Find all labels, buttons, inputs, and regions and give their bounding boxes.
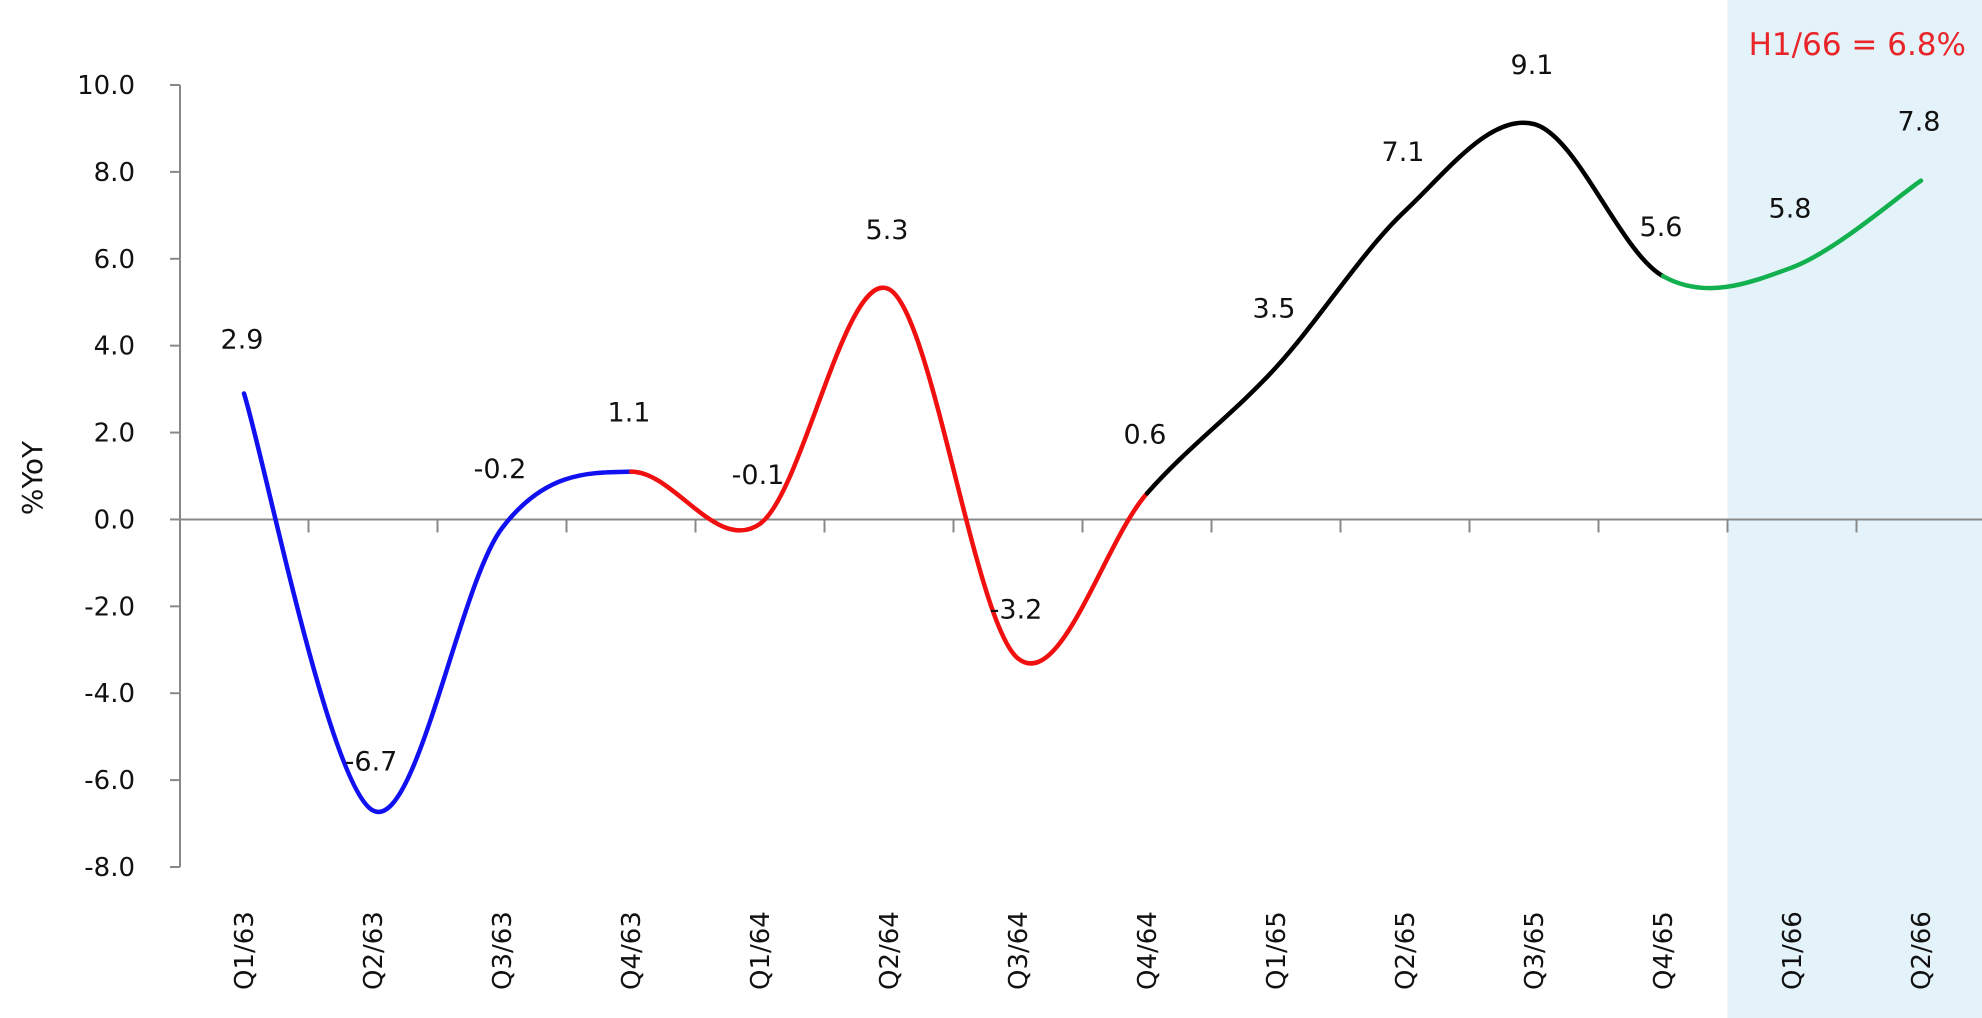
x-tick-label: Q1/66: [1778, 911, 1808, 990]
y-tick-label: -6.0: [84, 766, 135, 796]
x-tick-label: Q2/63: [359, 911, 389, 990]
series-line-segment: [1144, 120, 1666, 496]
data-label: -3.2: [990, 594, 1043, 625]
x-tick-label: Q2/65: [1391, 911, 1421, 990]
series-line-segment: [241, 391, 634, 815]
y-tick-label: -2.0: [84, 592, 135, 622]
series-line: [241, 120, 1924, 815]
data-label: 5.8: [1769, 193, 1812, 224]
data-label: 1.1: [608, 398, 651, 429]
x-tick-label: Q1/65: [1262, 911, 1292, 990]
data-label: -0.2: [474, 454, 527, 485]
x-tick-label: Q4/65: [1649, 911, 1679, 990]
x-axis-ticks: Q1/63 Q2/63 Q3/63 Q4/63 Q1/64 Q2/64 Q3/64 Q4/64…: [230, 519, 1937, 990]
x-tick-label: Q4/63: [617, 911, 647, 990]
y-tick-label: 6.0: [94, 245, 135, 275]
x-tick-label: Q3/65: [1520, 911, 1550, 990]
h1-annotation: H1/66 = 6.8%: [1749, 27, 1966, 63]
data-label: -0.1: [732, 460, 785, 491]
y-tick-label: 0.0: [94, 505, 135, 535]
y-tick-label: 2.0: [94, 419, 135, 449]
y-axis-title: %YoY: [16, 440, 49, 515]
x-tick-label: Q1/64: [746, 911, 776, 990]
y-tick-label: 10.0: [77, 71, 135, 101]
data-label: 5.3: [866, 215, 909, 246]
x-tick-label: Q4/64: [1133, 911, 1163, 990]
data-labels: 2.9 -6.7 -0.2 1.1 -0.1 5.3 -3.2 0.6 3.5 7.1 9.1 5.6…: [221, 50, 1941, 777]
data-label: 3.5: [1253, 293, 1296, 324]
y-tick-label: -8.0: [84, 853, 135, 883]
y-tick-label: -4.0: [84, 679, 135, 709]
data-label: 7.1: [1382, 137, 1425, 168]
data-label: 5.6: [1640, 212, 1683, 243]
x-tick-label: Q3/63: [488, 911, 518, 990]
series-line-segment: [628, 285, 1150, 666]
x-tick-label: Q2/64: [875, 911, 905, 990]
data-label: 0.6: [1124, 419, 1167, 450]
data-label: 2.9: [221, 324, 264, 355]
x-tick-label: Q3/64: [1004, 911, 1034, 990]
forecast-highlight-band: [1727, 0, 1982, 1018]
data-label: 9.1: [1511, 50, 1554, 81]
y-tick-label: 8.0: [94, 158, 135, 188]
data-label: 7.8: [1898, 107, 1941, 138]
series-line-segment: [1660, 178, 1924, 291]
y-axis-ticks: 10.0 8.0 6.0 4.0 2.0 0.0 -2.0 -4.0 -6.0 -8.0: [77, 71, 180, 883]
y-tick-label: 4.0: [94, 332, 135, 362]
data-label: -6.7: [345, 747, 398, 778]
x-tick-label: Q2/66: [1907, 911, 1937, 990]
x-tick-label: Q1/63: [230, 911, 260, 990]
